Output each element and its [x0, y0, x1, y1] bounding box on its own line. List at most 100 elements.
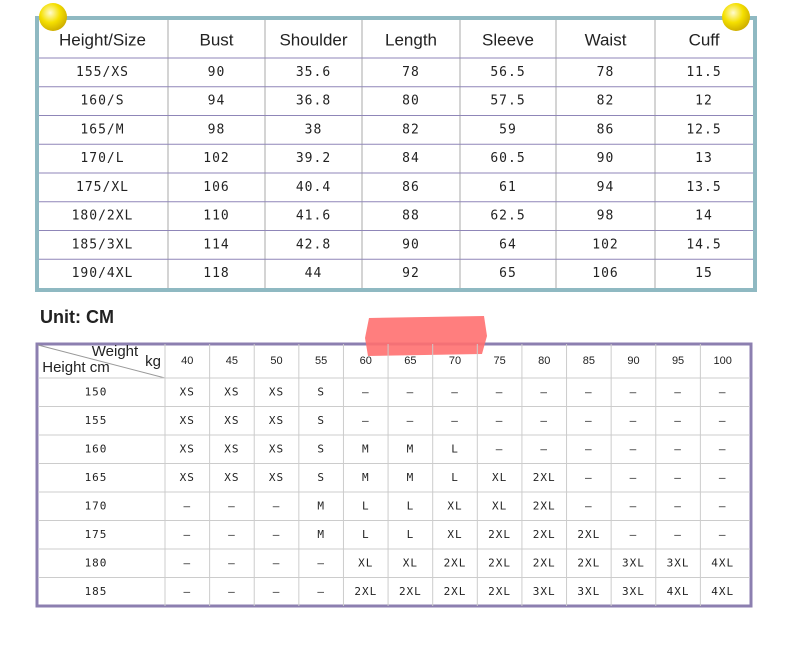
size-cell: 4XL	[711, 585, 734, 598]
cell: 106	[592, 266, 618, 281]
height-cell: 185	[85, 585, 108, 598]
size-cell: –	[630, 385, 638, 398]
size-cell: XS	[224, 442, 239, 455]
size-cell: –	[585, 385, 593, 398]
size-cell: XS	[269, 442, 284, 455]
size-cell: 2XL	[444, 585, 467, 598]
cell: 90	[402, 237, 420, 252]
height-cell: 175	[85, 528, 108, 541]
size-cell: –	[183, 499, 191, 512]
size-cell: 2XL	[488, 528, 511, 541]
size-cell: 2XL	[488, 556, 511, 569]
cell: 44	[305, 266, 323, 281]
cell: 64	[499, 237, 517, 252]
size-table-border	[35, 16, 757, 292]
size-cell: –	[540, 414, 548, 427]
size-cell: XS	[269, 414, 284, 427]
cell: 84	[402, 151, 420, 166]
size-cell: –	[451, 414, 459, 427]
pin	[39, 3, 67, 31]
cell: 118	[203, 266, 229, 281]
header-cell: Cuff	[689, 30, 720, 49]
size-cell: XS	[269, 471, 284, 484]
size-cell: –	[317, 585, 325, 598]
diagonal	[37, 344, 166, 379]
cell: 12.5	[686, 122, 721, 137]
size-cell: 2XL	[533, 556, 556, 569]
size-cell: –	[273, 499, 281, 512]
size-cell: L	[451, 442, 459, 455]
size-cell: XS	[180, 385, 195, 398]
cell: 56.5	[490, 65, 525, 80]
cell: 78	[597, 65, 615, 80]
weight-cell: 80	[538, 355, 550, 367]
size-cell: –	[183, 556, 191, 569]
height-label: Height cm	[42, 359, 110, 376]
size-cell: –	[362, 385, 370, 398]
cell: 78	[402, 65, 420, 80]
size-cell: 2XL	[577, 528, 600, 541]
size-cell: –	[183, 528, 191, 541]
size-cell: 4XL	[667, 585, 690, 598]
size-cell: L	[407, 528, 415, 541]
size-cell: XS	[224, 414, 239, 427]
cell: 59	[499, 122, 517, 137]
cell: 88	[402, 209, 420, 224]
weight-cell: 40	[181, 355, 193, 367]
pin	[722, 3, 750, 31]
height-cell: 165	[85, 471, 108, 484]
height-cell: 170	[85, 499, 108, 512]
size-cell: –	[496, 414, 504, 427]
header-cell: Length	[385, 30, 437, 49]
size-cell: L	[407, 499, 415, 512]
weight-cell: 90	[627, 355, 639, 367]
size-cell: XL	[403, 556, 418, 569]
cell: 110	[203, 209, 229, 224]
cell: 65	[499, 266, 517, 281]
cell: 62.5	[490, 209, 525, 224]
size-cell: –	[496, 442, 504, 455]
cell: 180/2XL	[72, 209, 134, 224]
cell: 190/4XL	[72, 266, 134, 281]
size-cell: XL	[492, 471, 507, 484]
size-cell: XL	[358, 556, 373, 569]
weight-cell: 100	[714, 355, 732, 367]
size-cell: –	[228, 556, 236, 569]
size-cell: –	[228, 585, 236, 598]
height-cell: 150	[85, 385, 108, 398]
size-cell: XS	[180, 471, 195, 484]
size-cell: M	[317, 499, 325, 512]
size-cell: –	[228, 499, 236, 512]
size-cell: M	[317, 528, 325, 541]
cell: 14.5	[686, 237, 721, 252]
size-cell: –	[630, 471, 638, 484]
header-cell: Height/Size	[59, 30, 146, 49]
size-cell: S	[317, 414, 325, 427]
height-cell: 180	[85, 556, 108, 569]
size-cell: –	[719, 528, 727, 541]
size-cell: –	[585, 499, 593, 512]
size-cell: –	[719, 499, 727, 512]
weight-cell: 75	[493, 355, 505, 367]
cell: 12	[695, 94, 713, 109]
size-cell: XL	[492, 499, 507, 512]
header-cell: Bust	[199, 30, 233, 49]
size-cell: 3XL	[622, 556, 645, 569]
size-cell: 3XL	[622, 585, 645, 598]
cell: 40.4	[296, 180, 331, 195]
cell: 114	[203, 237, 229, 252]
cell: 90	[597, 151, 615, 166]
size-cell: –	[719, 385, 727, 398]
size-cell: –	[183, 585, 191, 598]
size-cell: –	[674, 385, 682, 398]
cell: 86	[402, 180, 420, 195]
size-cell: –	[630, 528, 638, 541]
height-cell: 160	[85, 442, 108, 455]
size-cell: –	[719, 471, 727, 484]
size-cell: L	[362, 499, 370, 512]
cell: 80	[402, 94, 420, 109]
size-cell: 3XL	[533, 585, 556, 598]
size-cell: XS	[224, 471, 239, 484]
size-cell: XS	[180, 442, 195, 455]
size-cell: –	[674, 499, 682, 512]
